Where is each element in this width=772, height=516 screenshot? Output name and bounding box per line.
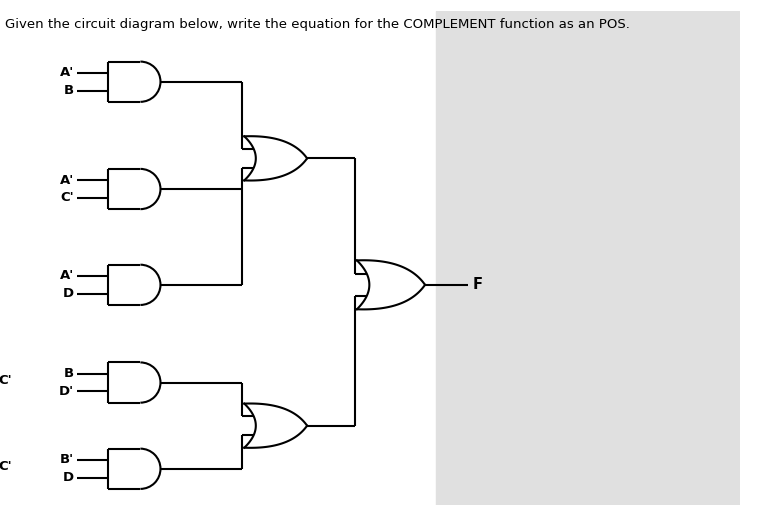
Text: B': B' — [60, 454, 74, 466]
Text: A': A' — [60, 174, 74, 187]
Text: B: B — [64, 367, 74, 380]
Text: A': A' — [60, 67, 74, 79]
Text: D: D — [63, 471, 74, 484]
Text: Given the circuit diagram below, write the equation for the COMPLEMENT function : Given the circuit diagram below, write t… — [5, 19, 630, 31]
Text: D: D — [63, 287, 74, 300]
Text: F: F — [473, 277, 483, 293]
Text: C': C' — [0, 374, 12, 387]
Text: C': C' — [61, 191, 74, 204]
Text: D': D' — [59, 385, 74, 398]
Text: C': C' — [0, 460, 12, 473]
Text: A': A' — [60, 269, 74, 282]
Text: B: B — [64, 84, 74, 97]
Bar — [436, 11, 740, 505]
